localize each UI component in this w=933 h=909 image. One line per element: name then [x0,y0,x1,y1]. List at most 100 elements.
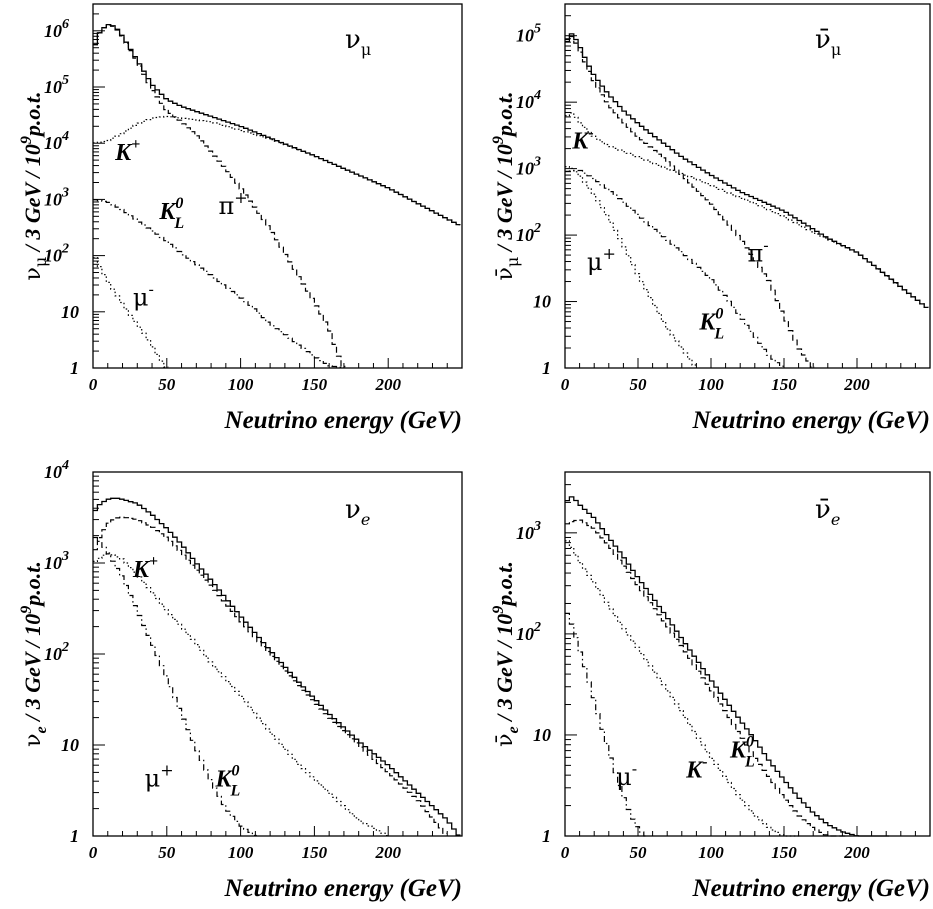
x-tick-label: 200 [374,375,401,394]
panel-numubar: 0 50 100 150 200 1 10 102 103 104 105 K-μ+ π- K0 L ν̄… [490,3,931,434]
panel-title: νe [345,495,370,529]
y-tick-label: 102 [516,221,541,245]
x-tick-label: 50 [158,375,176,394]
series-total-line [93,23,461,226]
y-tick-label: 105 [516,22,541,46]
axis-ticks: 0 50 100 150 200 1 10 102 103 104 [44,458,463,862]
series-K-line [565,540,802,837]
x-tick-label: 50 [158,843,176,862]
y-axis-label: νe / 3 GeV / 109p.o.t. [18,561,50,747]
y-tick-label: 1 [542,826,551,846]
x-tick-label: 0 [561,843,570,862]
x-axis-label: Neutrino energy (GeV) [692,407,930,434]
series-K0L-line [93,199,346,369]
x-tick-label: 200 [374,843,401,862]
axis-ticks: 0 50 100 150 200 1 10 102 103 104 105 106 [44,3,463,394]
series-K0L-line [93,552,390,837]
series--line [93,257,169,368]
x-axis-label: Neutrino energy (GeV) [224,407,462,434]
y-tick-label: 10 [533,725,551,745]
panel-title: νμ [345,25,371,59]
y-tick-label: 10 [61,735,79,755]
y-tick-label: 104 [44,458,69,482]
x-tick-label: 50 [630,375,648,394]
x-tick-label: 100 [228,843,254,862]
y-tick-label: 1 [70,358,79,378]
plot-frame [92,3,463,369]
y-tick-label: 102 [516,620,541,644]
y-tick-label: 105 [44,73,69,97]
x-tick-label: 200 [843,375,870,394]
series--line [93,24,346,367]
plot-frame [564,471,931,837]
series-group [565,496,890,837]
x-tick-label: 0 [89,375,98,394]
series-group [565,33,929,368]
x-tick-label: 150 [771,375,797,394]
annotation-label: K- [685,753,707,783]
x-axis-label: Neutrino energy (GeV) [224,875,462,902]
annotation-label: K- [571,125,593,155]
series-K0L-line [565,519,846,837]
x-tick-label: 0 [561,375,570,394]
annotation-label: π+ [218,188,247,220]
y-tick-label: 104 [44,129,69,153]
axis-ticks: 0 50 100 150 200 1 10 102 103 [516,471,931,862]
annotation-group: μ- K- K0 L [616,733,755,791]
x-tick-label: 100 [698,843,724,862]
y-tick-label: 103 [516,155,541,179]
series-total-line [565,496,890,837]
y-tick-label: 102 [44,242,69,266]
y-tick-label: 103 [44,185,69,209]
x-tick-label: 150 [771,843,797,862]
y-axis-label: νμ / 3 GeV / 109p.o.t. [18,91,50,280]
annotation-label: μ- [616,759,637,791]
y-tick-label: 10 [533,292,551,312]
series-K0L-line [565,169,784,367]
annotation-label: μ- [133,279,154,311]
x-axis-label: Neutrino energy (GeV) [692,875,930,902]
x-tick-label: 100 [698,375,724,394]
axis-ticks: 0 50 100 150 200 1 10 102 103 104 105 [516,3,931,394]
y-tick-label: 102 [44,640,69,664]
panel-numu: 0 50 100 150 200 1 10 102 103 104 105 106 K+ K0 L π+ μ-… [18,3,463,434]
x-tick-label: 200 [843,843,870,862]
annotation-group: K+ μ+ K0 L [132,553,241,799]
y-tick-label: 1 [542,358,551,378]
x-tick-label: 150 [302,375,328,394]
series--line [565,612,649,837]
series-total-line [93,497,461,836]
y-tick-label: 106 [44,17,69,41]
series-group [93,497,461,837]
series-K-line [93,516,448,834]
annotation-label: π- [748,236,769,268]
annotation-label: K0 L [158,195,184,232]
y-tick-label: 104 [516,88,541,112]
series-K-line [93,115,461,226]
series-group [93,23,461,369]
series--line [565,35,815,368]
y-tick-label: 1 [70,826,79,846]
annotation-label: μ+ [145,760,174,792]
panel-title: ν̄μ [815,25,841,59]
y-tick-label: 103 [44,549,69,573]
annotation-label: K0 L [215,762,241,799]
annotation-label: K0 L [729,733,755,770]
panel-title: ν̄e [815,495,840,529]
annotation-group: K+ K0 L π+ μ- [114,136,248,311]
panel-nuebar: 0 50 100 150 200 1 10 102 103 μ- K- K0 L ν̄e Neutri… [490,471,931,902]
series-K-line [565,112,929,308]
x-tick-label: 150 [302,843,328,862]
y-tick-label: 103 [516,519,541,543]
series--line [93,536,257,837]
annotation-label: K0 L [698,305,724,342]
annotation-label: μ+ [587,244,616,276]
x-tick-label: 50 [630,843,648,862]
series--line [565,166,697,366]
x-tick-label: 0 [89,843,98,862]
y-axis-label: ν̄e / 3 GeV / 109p.o.t. [490,561,522,747]
panel-nue: 0 50 100 150 200 1 10 102 103 104 K+ μ+ K0 L νe Neut… [18,458,463,902]
annotation-label: K+ [132,553,158,583]
annotation-label: K+ [114,136,140,166]
